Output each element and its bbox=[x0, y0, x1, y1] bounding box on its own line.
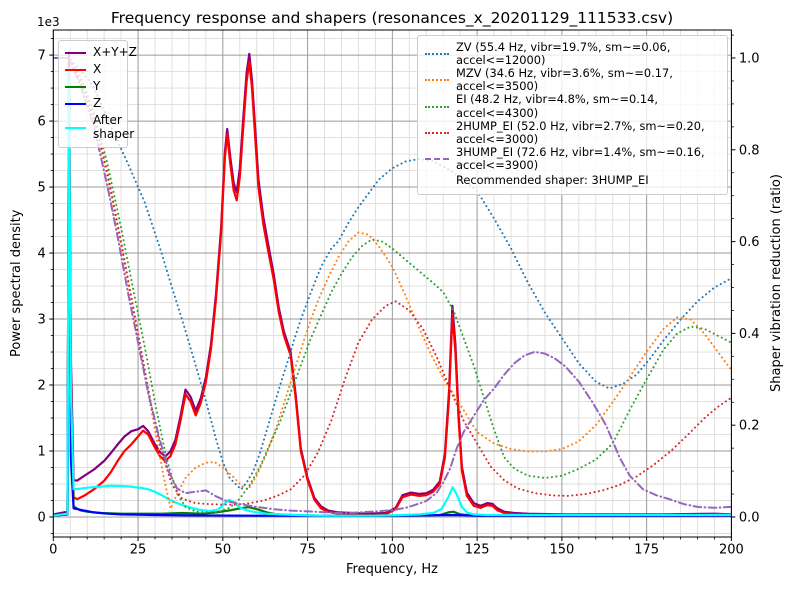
legend-label: 2HUMP_EI (52.0 Hz, vibr=2.7%, sm~=0.20, … bbox=[456, 118, 705, 146]
legend-label: ZV (55.4 Hz, vibr=19.7%, sm~=0.06, accel… bbox=[456, 40, 671, 68]
series-lines bbox=[53, 50, 732, 517]
series-mzv bbox=[53, 57, 732, 510]
legend-label: 3HUMP_EI (72.6 Hz, vibr=1.4%, sm~=0.16, … bbox=[456, 144, 705, 172]
svg-text:75: 75 bbox=[299, 543, 316, 558]
svg-text:0.6: 0.6 bbox=[739, 235, 760, 250]
ticks: 0 25 50 75 100 125 150 175 200 0 1 2 3 4 5 6 7 0.0 0.2 0.4 0… bbox=[38, 34, 760, 558]
svg-text:0.0: 0.0 bbox=[739, 510, 760, 525]
line-swatch-after-shaper bbox=[65, 126, 86, 129]
svg-text:0.4: 0.4 bbox=[739, 327, 760, 342]
line-swatch-x bbox=[65, 69, 86, 71]
svg-text:125: 125 bbox=[465, 543, 490, 558]
svg-text:0.8: 0.8 bbox=[739, 143, 760, 158]
legend-item-2hump-ei: 2HUMP_EI (52.0 Hz, vibr=2.7%, sm~=0.20, … bbox=[425, 118, 720, 146]
legend-shapers: ZV (55.4 Hz, vibr=19.7%, sm~=0.06, accel… bbox=[417, 35, 728, 195]
recommended-shaper-text: Recommended shaper: 3HUMP_EI bbox=[456, 172, 649, 187]
legend-item-xyz: X+Y+Z bbox=[65, 45, 137, 60]
legend-item-after-shaper: After shaper bbox=[65, 113, 134, 142]
line-swatch-3hump-ei bbox=[425, 157, 449, 160]
svg-text:25: 25 bbox=[130, 543, 147, 558]
line-swatch-mzv bbox=[425, 79, 449, 82]
legend-item-recommended-shaper: Recommended shaper: 3HUMP_EI bbox=[425, 172, 720, 189]
y-right-axis-label: Shaper vibration reduction (ratio) bbox=[769, 174, 784, 393]
svg-text:1: 1 bbox=[38, 445, 46, 460]
series-3hump-ei bbox=[53, 57, 732, 515]
svg-text:7: 7 bbox=[38, 49, 46, 64]
legend-item-x: X bbox=[65, 62, 121, 77]
legend-item-ei: EI (48.2 Hz, vibr=4.8%, sm~=0.14, accel<… bbox=[425, 93, 720, 119]
line-swatch-2hump-ei bbox=[425, 131, 449, 134]
legend-item-mzv: MZV (34.6 Hz, vibr=3.6%, sm~=0.17, accel… bbox=[425, 67, 720, 93]
line-swatch-zv bbox=[425, 53, 449, 56]
legend-item-y: Y bbox=[65, 79, 121, 94]
legend-label: MZV (34.6 Hz, vibr=3.6%, sm~=0.17, accel… bbox=[456, 66, 673, 94]
svg-text:5: 5 bbox=[38, 181, 46, 196]
series-z bbox=[53, 100, 732, 517]
svg-text:0: 0 bbox=[49, 543, 57, 558]
line-swatch-z bbox=[65, 103, 86, 105]
y-left-axis-label: Power spectral density bbox=[9, 209, 24, 358]
legend-label: EI (48.2 Hz, vibr=4.8%, sm~=0.14, accel<… bbox=[456, 92, 659, 120]
legend-label: X bbox=[93, 62, 102, 77]
legend-label: X+Y+Z bbox=[93, 45, 137, 60]
legend-item-zv: ZV (55.4 Hz, vibr=19.7%, sm~=0.06, accel… bbox=[425, 40, 720, 68]
legend-label: Z bbox=[93, 96, 102, 111]
legend-label: After shaper bbox=[93, 113, 135, 141]
x-axis-label: Frequency, Hz bbox=[345, 562, 439, 577]
svg-text:50: 50 bbox=[215, 543, 232, 558]
series-ei bbox=[53, 57, 732, 514]
legend-psd: X+Y+Z X Y Z After shaper bbox=[58, 40, 137, 148]
y-axis-offset-text: 1e3 bbox=[37, 15, 60, 29]
line-swatch-y bbox=[65, 86, 86, 88]
svg-text:200: 200 bbox=[719, 543, 744, 558]
svg-text:100: 100 bbox=[380, 543, 405, 558]
svg-text:175: 175 bbox=[634, 543, 659, 558]
svg-text:150: 150 bbox=[549, 543, 574, 558]
legend-item-3hump-ei: 3HUMP_EI (72.6 Hz, vibr=1.4%, sm~=0.16, … bbox=[425, 144, 720, 172]
series-x bbox=[53, 60, 732, 517]
chart-title: Frequency response and shapers (resonanc… bbox=[110, 9, 674, 27]
svg-text:2: 2 bbox=[38, 379, 46, 394]
series-zv bbox=[53, 57, 732, 491]
svg-text:1.0: 1.0 bbox=[739, 51, 760, 66]
line-swatch-xyz bbox=[65, 52, 86, 54]
line-swatch-ei bbox=[425, 105, 449, 108]
legend-item-z: Z bbox=[65, 96, 121, 111]
legend-label: Y bbox=[93, 79, 101, 94]
svg-text:0: 0 bbox=[38, 511, 46, 526]
svg-text:6: 6 bbox=[38, 115, 46, 130]
svg-text:3: 3 bbox=[38, 313, 46, 328]
svg-text:0.2: 0.2 bbox=[739, 419, 760, 434]
svg-text:4: 4 bbox=[38, 247, 46, 262]
